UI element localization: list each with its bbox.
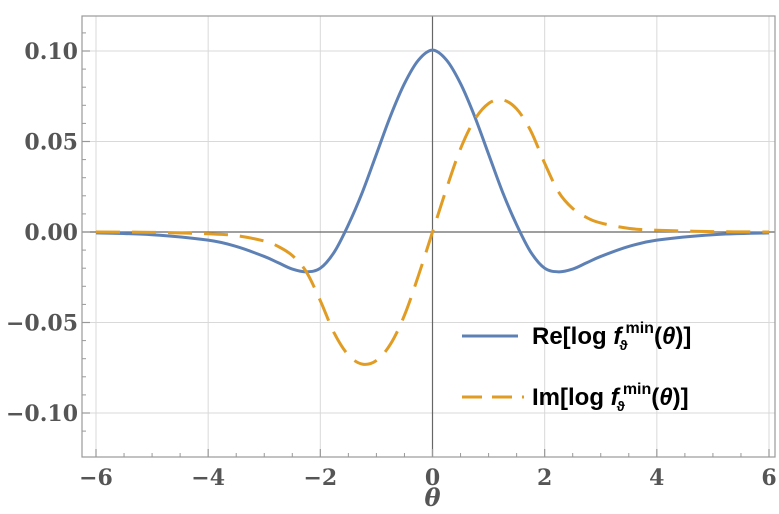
legend-im-theta: θ (659, 384, 672, 411)
legend-im-label: Im[log fϑmin(θ)] (532, 381, 689, 414)
legend-re-sup: min (625, 320, 653, 337)
y-tick-label: −0.10 (6, 401, 78, 427)
y-tick-label: −0.05 (6, 311, 78, 337)
x-tick-label: 2 (537, 465, 552, 491)
grid-lines (82, 16, 775, 457)
legend: Re[log fϑmin(θ)] Im[log fϑmin(θ)] (462, 320, 691, 414)
legend-re-label: Re[log fϑmin(θ)] (532, 320, 691, 353)
legend-im-f: f (611, 384, 621, 411)
x-ticks: −6 −4 −2 0 2 4 6 (79, 449, 777, 491)
legend-im-close: )] (673, 384, 689, 411)
y-tick-label: 0.10 (24, 39, 78, 65)
legend-im-prefix: Im[log (532, 384, 611, 411)
x-tick-label: 4 (649, 465, 664, 491)
legend-im-open: ( (651, 384, 659, 411)
plot-frame (81, 15, 776, 458)
legend-im-sub: ϑ (617, 398, 626, 414)
y-ticks: −0.10 −0.05 0.00 0.05 0.10 (6, 32, 90, 432)
x-tick-label: −4 (191, 465, 225, 491)
x-tick-label: 0 (425, 465, 440, 491)
series-im-line (95, 98, 770, 366)
legend-re-prefix: Re[log (532, 323, 613, 350)
series-group (95, 48, 770, 366)
legend-re-theta: θ (662, 323, 675, 350)
y-tick-label: 0.00 (24, 220, 78, 246)
legend-re-open: ( (654, 323, 662, 350)
legend-re-sub: ϑ (619, 337, 628, 353)
legend-im-sup: min (623, 381, 651, 398)
legend-re-f: f (613, 323, 623, 350)
x-tick-label: −2 (303, 465, 337, 491)
legend-re-close: )] (675, 323, 691, 350)
x-tick-label: 6 (761, 465, 776, 491)
x-axis-label: θ (424, 483, 440, 512)
y-tick-label: 0.05 (24, 130, 78, 156)
series-re-line (95, 48, 770, 274)
x-tick-label: −6 (79, 465, 113, 491)
